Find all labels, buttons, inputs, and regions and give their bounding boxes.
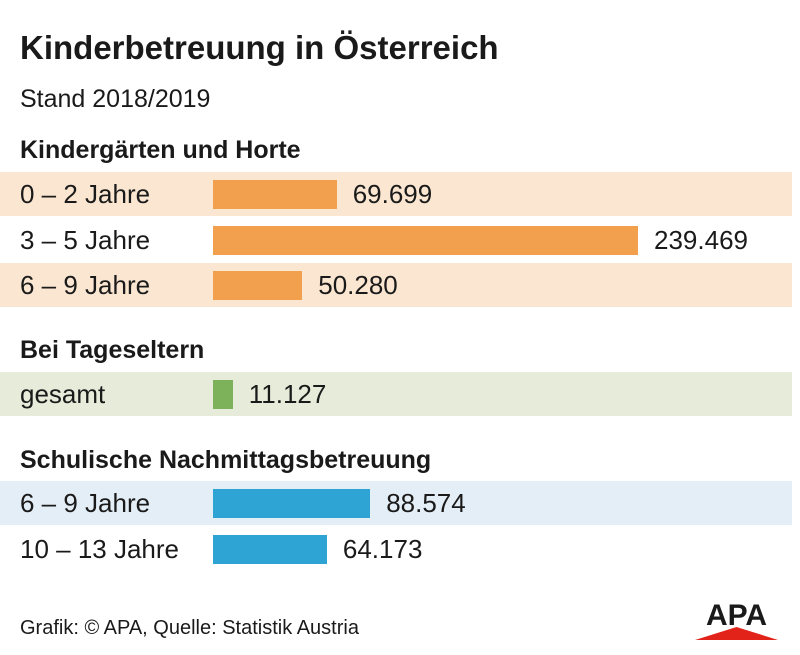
source-note: Grafik: © APA, Quelle: Statistik Austria	[20, 617, 359, 639]
bar-row: 10 – 13 Jahre 64.173	[0, 527, 792, 571]
bar	[213, 226, 638, 255]
bar	[213, 489, 371, 518]
bar	[213, 535, 327, 564]
chart-subtitle: Stand 2018/2019	[20, 85, 211, 113]
bar	[213, 271, 303, 300]
category-label: 6 – 9 Jahre	[20, 270, 151, 300]
bar-row: 0 – 2 Jahre 69.699	[0, 172, 792, 216]
chart-title: Kinderbetreuung in Österreich	[20, 29, 499, 66]
category-label: 0 – 2 Jahre	[20, 179, 151, 209]
apa-logo-icon: APA	[695, 599, 778, 640]
category-label: 10 – 13 Jahre	[20, 534, 180, 564]
data-label: 88.574	[386, 488, 466, 518]
category-label: 3 – 5 Jahre	[20, 225, 151, 255]
bar-row: 3 – 5 Jahre 239.469	[0, 218, 792, 262]
category-label: 6 – 9 Jahre	[20, 488, 151, 518]
bar-row: gesamt 11.127	[0, 372, 792, 416]
data-label: 239.469	[654, 225, 748, 255]
data-label: 69.699	[352, 179, 433, 209]
group-title-kindergaerten: Kindergärten und Horte	[20, 136, 301, 164]
category-label: gesamt	[20, 379, 106, 409]
data-label: 64.173	[342, 534, 423, 564]
data-label: 11.127	[248, 379, 327, 409]
bar-row: 6 – 9 Jahre 50.280	[0, 263, 792, 307]
group-title-nachmittagsbetreuung: Schulische Nachmittagsbetreuung	[20, 446, 432, 474]
logo-text: APA	[706, 599, 767, 632]
bar	[213, 380, 233, 409]
logo-red-wedge	[695, 627, 778, 640]
data-label: 50.280	[318, 270, 398, 300]
group-title-tageseltern: Bei Tageseltern	[20, 336, 205, 364]
bar-row: 6 – 9 Jahre 88.574	[0, 481, 792, 525]
bar	[213, 180, 337, 209]
